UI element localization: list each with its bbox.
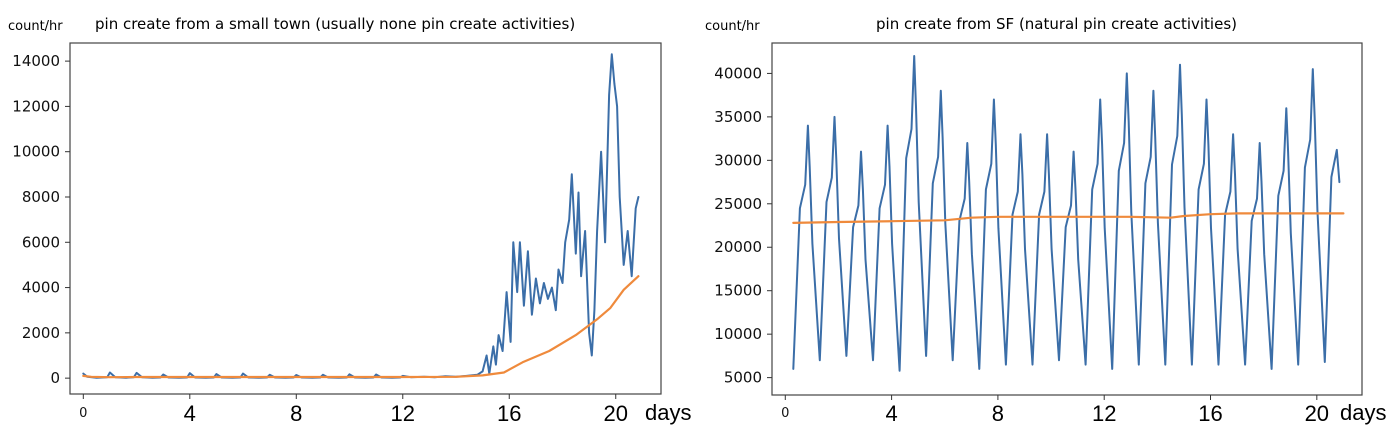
chart-sf-ytick-label: 35000 <box>714 108 762 126</box>
chart-sf-xtick-label: 20 <box>1305 401 1329 426</box>
chart-sf-ytick-label: 10000 <box>714 325 762 343</box>
chart-sf-title: pin create from SF (natural pin create a… <box>876 15 1237 33</box>
chart-sf-xlabel: days <box>1340 400 1386 425</box>
chart-small-town-ylabel: count/hr <box>8 19 63 34</box>
chart-small-town-ytick-label: 10000 <box>12 143 60 161</box>
chart-sf-ytick-label: 40000 <box>714 64 762 82</box>
chart-sf-xticks: 0 4 8 12 16 20 <box>781 395 1329 426</box>
chart-sf-xtick-label: 12 <box>1092 401 1116 426</box>
chart-sf-series-trend-line <box>792 212 1345 224</box>
chart-small-town-ytick-label: 6000 <box>22 233 60 251</box>
chart-small-town-xtick-label: 12 <box>391 401 415 426</box>
chart-small-town-xtick-label: 8 <box>290 401 302 426</box>
chart-small-town-ytick-label: 0 <box>50 369 60 387</box>
chart-sf-xtick-label: 0 <box>781 406 789 421</box>
chart-small-town-xlabel: days <box>645 400 691 425</box>
chart-sf-yticks: 5000 10000 15000 20000 25000 30000 35000 40000 <box>714 64 772 387</box>
chart-small-town-xtick-label: 16 <box>497 401 521 426</box>
chart-small-town-yticks: 0 2000 4000 6000 8000 10000 12000 14000 <box>12 52 70 387</box>
chart-sf-ytick-label: 5000 <box>724 369 762 387</box>
chart-small-town-title: pin create from a small town (usually no… <box>95 15 575 33</box>
chart-small-town-series-hourly-line <box>82 53 640 379</box>
chart-sf-frame <box>771 42 1363 396</box>
chart-sf-ylabel: count/hr <box>705 19 760 34</box>
chart-sf-ytick-label: 30000 <box>714 151 762 169</box>
chart-sf: count/hr pin create from SF (natural pin… <box>705 15 1386 426</box>
chart-small-town-ytick-label: 4000 <box>22 279 60 297</box>
chart-small-town-xtick-label: 4 <box>184 401 196 426</box>
chart-sf-plot <box>792 55 1345 372</box>
chart-small-town-ytick-label: 8000 <box>22 188 60 206</box>
chart-sf-ytick-label: 15000 <box>714 282 762 300</box>
chart-sf-xtick-label: 8 <box>992 401 1004 426</box>
chart-sf-ytick-label: 25000 <box>714 195 762 213</box>
chart-small-town-plot <box>82 53 640 379</box>
chart-sf-xtick-label: 4 <box>885 401 897 426</box>
chart-small-town-ytick-label: 12000 <box>12 97 60 115</box>
chart-small-town-ytick-label: 2000 <box>22 324 60 342</box>
chart-sf-xtick-label: 16 <box>1198 401 1222 426</box>
chart-sf-ytick-label: 20000 <box>714 238 762 256</box>
chart-small-town-frame <box>69 42 662 395</box>
chart-small-town-series-trend-line <box>82 275 640 379</box>
chart-small-town-xtick-label: 0 <box>79 406 87 421</box>
chart-small-town-xtick-label: 20 <box>604 401 628 426</box>
chart-small-town-xticks: 0 4 8 12 16 20 <box>79 394 628 426</box>
chart-small-town: count/hr pin create from a small town (u… <box>8 15 691 426</box>
chart-small-town-ytick-label: 14000 <box>12 52 60 70</box>
